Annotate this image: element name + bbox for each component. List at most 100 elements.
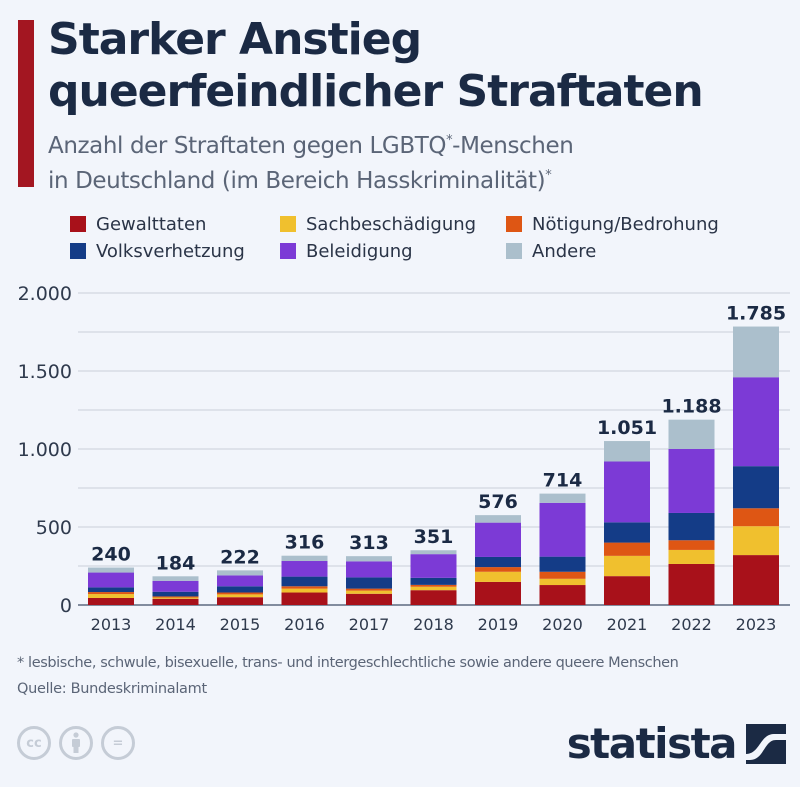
x-tick-label: 2017	[349, 615, 390, 634]
bar-segment-volksverhetzung	[475, 556, 521, 568]
bar-segment-sachbeschädigung	[346, 590, 392, 594]
bar-segment-sachbeschädigung	[281, 588, 328, 593]
bar-segment-nötigung-bedrohung	[604, 542, 650, 556]
bar-segment-nötigung-bedrohung	[152, 596, 199, 598]
attribution-person-icon[interactable]	[59, 726, 93, 760]
x-tick-label: 2013	[91, 615, 132, 634]
bar-segment-andere	[346, 556, 392, 562]
legend-label: Nötigung/Bedrohung	[532, 213, 719, 235]
total-label: 1.188	[661, 396, 721, 418]
legend-swatch	[280, 243, 296, 259]
cc-icon[interactable]: cc	[17, 726, 51, 760]
bar-segment-andere	[475, 515, 521, 523]
bar-segment-gewalttaten	[410, 590, 457, 605]
bar-segment-sachbeschädigung	[539, 578, 586, 586]
legend-item-volksverhetzung: Volksverhetzung	[70, 237, 245, 265]
bar-segment-beleidigung	[217, 575, 263, 587]
bar-stack-2018	[410, 550, 457, 605]
y-tick-label: 0	[60, 595, 72, 617]
bar-segment-beleidigung	[346, 561, 392, 578]
bar-segment-nötigung-bedrohung	[281, 586, 328, 589]
license-icons: cc =	[17, 726, 135, 760]
person-glyph	[72, 732, 80, 753]
bar-segment-gewalttaten	[281, 592, 328, 605]
bar-stack-2022	[668, 419, 715, 605]
subtitle-line-1: Anzahl der Straftaten gegen LGBTQ	[48, 133, 447, 159]
statista-logo[interactable]: statista	[567, 720, 786, 768]
title-line-2: queerfeindlicher Straftaten	[48, 66, 704, 117]
bar-segment-beleidigung	[281, 561, 328, 577]
brand-name: statista	[566, 719, 738, 768]
bar-stack-2015	[217, 570, 263, 605]
bar-segment-sachbeschädigung	[152, 597, 199, 599]
bar-segment-beleidigung	[668, 449, 715, 513]
bar-segment-andere	[217, 570, 263, 576]
bar-segment-sachbeschädigung	[604, 555, 650, 577]
bar-segment-volksverhetzung	[410, 577, 457, 585]
bar-segment-volksverhetzung	[539, 556, 586, 572]
total-label: 316	[285, 532, 325, 554]
x-tick-label: 2022	[671, 615, 712, 634]
title-line-1: Starker Anstieg	[48, 14, 422, 65]
legend-item-andere: Andere	[506, 237, 596, 265]
bar-segment-nötigung-bedrohung	[733, 508, 779, 527]
x-tick-label: 2023	[736, 615, 777, 634]
legend-label: Andere	[532, 240, 597, 262]
legend-label: Volksverhetzung	[96, 240, 245, 262]
legend-label: Gewalttaten	[96, 213, 207, 235]
legend-label: Beleidigung	[306, 240, 413, 262]
x-tick-label: 2018	[413, 615, 454, 634]
total-label: 240	[91, 544, 131, 566]
bar-segment-beleidigung	[733, 377, 779, 467]
total-label: 313	[349, 532, 389, 554]
legend-swatch	[506, 243, 522, 259]
no-derivatives-icon[interactable]: =	[101, 726, 135, 760]
total-label: 1.785	[726, 303, 786, 325]
source: Quelle: Bundeskriminalamt	[17, 681, 207, 697]
bar-segment-volksverhetzung	[346, 577, 392, 589]
bar-segment-nötigung-bedrohung	[410, 584, 457, 587]
bar-segment-andere	[410, 550, 457, 555]
bar-stack-2016	[281, 555, 328, 605]
legend-item-sachbeschaedigung: Sachbeschädigung	[280, 210, 476, 238]
bar-stack-2017	[346, 556, 392, 605]
legend-item-gewalttaten: Gewalttaten	[70, 210, 206, 238]
total-label: 351	[414, 526, 454, 548]
statista-logo-icon	[746, 724, 786, 764]
y-tick-label: 500	[36, 517, 72, 539]
bar-segment-sachbeschädigung	[668, 549, 715, 564]
bar-segment-andere	[604, 441, 650, 462]
bar-segment-gewalttaten	[733, 555, 779, 605]
x-tick-label: 2019	[478, 615, 519, 634]
bar-stack-2014	[152, 576, 199, 605]
bar-segment-volksverhetzung	[733, 466, 779, 509]
bar-segment-nötigung-bedrohung	[346, 588, 392, 591]
bar-segment-volksverhetzung	[604, 522, 650, 543]
bar-segment-volksverhetzung	[152, 591, 199, 597]
bar-segment-sachbeschädigung	[88, 594, 134, 598]
bar-segment-sachbeschädigung	[733, 526, 779, 556]
bar-segment-beleidigung	[152, 580, 199, 592]
subtitle-asterisk-2: *	[545, 168, 552, 183]
bar-segment-volksverhetzung	[668, 512, 715, 541]
subtitle-line-2: in Deutschland (im Bereich Hasskriminali…	[48, 168, 546, 194]
y-tick-label: 1.000	[18, 439, 72, 461]
legend-swatch	[70, 243, 86, 259]
bar-segment-volksverhetzung	[281, 576, 328, 587]
x-axis-ticks: 2013 2014 2015 2016 2017 2018 2019 2020 2021 2022…	[91, 615, 777, 634]
x-tick-label: 2016	[284, 615, 325, 634]
bar-segment-sachbeschädigung	[217, 594, 263, 598]
bar-segment-gewalttaten	[475, 581, 521, 605]
subtitle-asterisk-1: *	[446, 133, 453, 148]
bar-segment-andere	[152, 576, 199, 581]
subtitle-line-1-end: -Menschen	[452, 133, 574, 159]
bar-segment-gewalttaten	[152, 598, 199, 605]
footnote: * lesbische, schwule, bisexuelle, trans-…	[17, 655, 679, 671]
bar-segment-andere	[539, 493, 586, 503]
title-accent-bar	[18, 20, 34, 187]
bar-segment-gewalttaten	[88, 597, 134, 605]
stacked-bar-chart: 0 500 1.000 1.500 2.000 240 184 222 316 313 351 57…	[18, 283, 790, 634]
bar-segment-andere	[733, 326, 779, 378]
legend-swatch	[280, 216, 296, 232]
bar-segment-nötigung-bedrohung	[539, 571, 586, 579]
